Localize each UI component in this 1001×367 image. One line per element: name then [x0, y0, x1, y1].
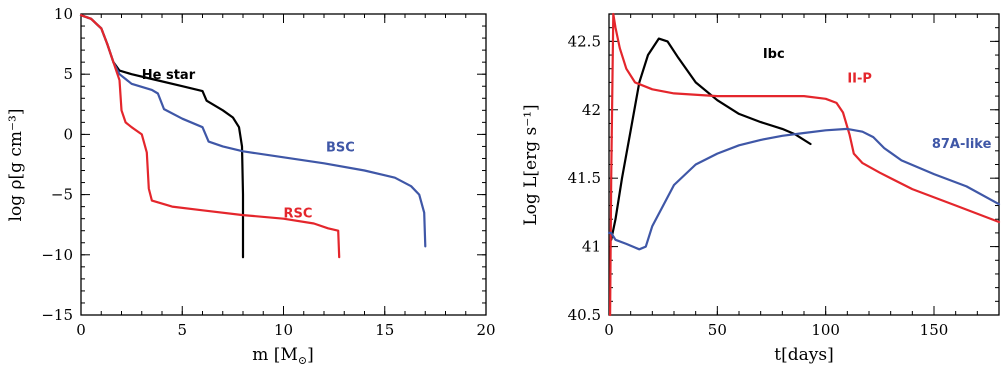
right-series-ii-p-label: II-P	[847, 71, 872, 86]
right-x-axis-label: t[days]	[774, 345, 833, 365]
light-curve-chart: 0 50 100 150 40.5 41 41.5 42 42.5 Ibc II-P 87A-lik…	[521, 12, 1001, 365]
left-series-bsc-line	[79, 14, 427, 248]
left-x-tick-label: 15	[375, 321, 394, 339]
right-series-ibc-label: Ibc	[763, 47, 785, 62]
left-x-tick-label: 20	[476, 321, 495, 339]
right-series-87a-like-label: 87A-like	[932, 137, 992, 152]
right-x-tick-label: 150	[920, 321, 949, 339]
left-series-group	[79, 14, 427, 259]
right-series-labels: Ibc II-P 87A-like	[763, 47, 992, 152]
left-x-tick-label: 0	[76, 321, 86, 339]
right-y-tick-label: 42.5	[568, 32, 601, 50]
left-y-tick-label: 5	[63, 65, 73, 83]
left-y-tick-label: −5	[51, 186, 73, 204]
right-plot-frame	[608, 13, 1000, 316]
left-y-tick-label: 10	[54, 5, 73, 23]
density-profile-chart: 0 5 10 15 20 −15 −10 −5 0 5 10 He star BSC RSC m [M⊙…	[6, 5, 496, 367]
left-x-tick-label: 10	[274, 321, 293, 339]
right-y-tick-label: 41.5	[568, 169, 601, 187]
left-series-rsc-line	[79, 14, 341, 259]
right-series-ii-p-line	[609, 12, 1001, 317]
left-series-rsc-label: RSC	[284, 206, 313, 221]
left-x-tick-label: 5	[177, 321, 187, 339]
right-series-group	[607, 12, 1001, 317]
left-series-he-star-label: He star	[142, 68, 196, 83]
left-series-labels: He star BSC RSC	[142, 68, 355, 221]
right-series-87a-like-line	[607, 127, 1001, 251]
left-y-tick-label: −10	[41, 246, 73, 264]
left-y-tick-label: 0	[63, 125, 73, 143]
right-x-tick-label: 50	[708, 321, 727, 339]
right-series-ibc-line	[610, 37, 812, 241]
right-axis-ticks: 0 50 100 150 40.5 41 41.5 42 42.5	[568, 13, 1000, 339]
left-y-axis-label: log ρ[g cm⁻³]	[6, 109, 26, 222]
right-x-tick-label: 0	[604, 321, 614, 339]
right-y-tick-label: 40.5	[568, 306, 601, 324]
left-axis-ticks: 0 5 10 15 20 −15 −10 −5 0 5 10	[41, 5, 495, 339]
left-series-bsc-label: BSC	[326, 140, 355, 155]
right-x-tick-label: 100	[811, 321, 840, 339]
left-plot-frame	[80, 13, 487, 316]
right-y-tick-label: 41	[582, 238, 601, 256]
left-y-tick-label: −15	[41, 306, 73, 324]
left-series-he-star-line	[79, 14, 245, 259]
left-x-axis-label: m [M⊙]	[252, 345, 313, 367]
right-y-axis-label: Log L[erg s⁻¹]	[521, 104, 541, 225]
right-y-tick-label: 42	[582, 101, 601, 119]
